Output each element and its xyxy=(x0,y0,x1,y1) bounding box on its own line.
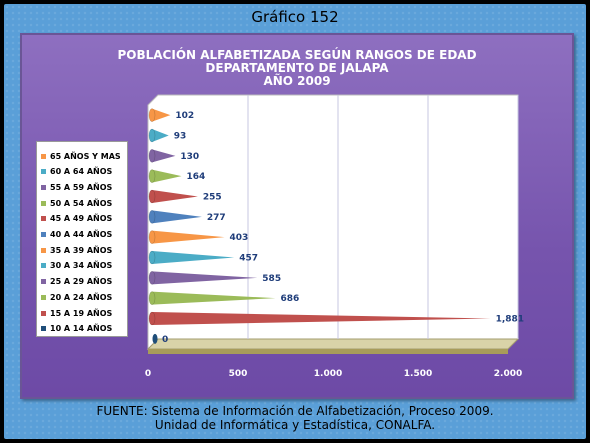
legend-swatch xyxy=(41,279,46,285)
cone-bar xyxy=(152,312,491,325)
legend-swatch xyxy=(41,153,46,159)
legend-item: 10 A 14 AÑOS xyxy=(41,323,112,335)
cone-bar xyxy=(152,169,182,183)
cone-base xyxy=(148,128,156,143)
cone-bar xyxy=(152,333,158,344)
chart-title-line-2: DEPARTAMENTO DE JALAPA xyxy=(205,61,389,75)
cone-bar xyxy=(152,129,169,142)
data-label: 255 xyxy=(203,193,222,203)
chart-title: POBLACIÓN ALFABETIZADA SEGÚN RANGOS DE E… xyxy=(22,49,572,88)
x-tick-label: 2.000 xyxy=(494,369,522,379)
cone-bar xyxy=(152,190,198,203)
legend-label: 15 A 19 AÑOS xyxy=(50,308,113,318)
cone-base xyxy=(148,311,156,326)
x-tick-label: 1.500 xyxy=(404,369,432,379)
legend-label: 40 A 44 AÑOS xyxy=(50,230,113,239)
legend-item: 45 A 49 AÑOS xyxy=(41,213,112,225)
x-tick-label: 500 xyxy=(229,369,248,379)
legend-label: 50 A 54 AÑOS xyxy=(50,198,113,208)
legend-item: 25 A 29 AÑOS xyxy=(41,276,112,288)
legend-swatch xyxy=(41,184,46,190)
plot-floor xyxy=(146,338,520,350)
x-tick-label: 0 xyxy=(145,369,151,379)
cone-bar xyxy=(152,149,176,163)
legend-label: 55 A 59 AÑOS xyxy=(50,182,113,192)
legend-swatch xyxy=(41,310,46,316)
legend-label: 25 A 29 AÑOS xyxy=(50,277,113,287)
chart-panel: POBLACIÓN ALFABETIZADA SEGÚN RANGOS DE E… xyxy=(20,33,574,399)
legend-swatch xyxy=(41,326,46,332)
cone-bar xyxy=(152,210,202,224)
legend-swatch xyxy=(41,263,46,269)
figure-caption: Gráfico 152 xyxy=(251,8,339,26)
cone-bar xyxy=(152,291,276,305)
legend-item: 55 A 59 AÑOS xyxy=(41,181,112,193)
legend-item: 60 A 64 AÑOS xyxy=(41,166,112,178)
cone-bar xyxy=(152,230,225,244)
data-label: 130 xyxy=(180,152,199,162)
chart-title-line-1: POBLACIÓN ALFABETIZADA SEGÚN RANGOS DE E… xyxy=(117,48,477,62)
data-label: 93 xyxy=(174,132,187,142)
source-line-2: Unidad de Informática y Estadística, CON… xyxy=(154,418,436,432)
legend-label: 35 A 39 AÑOS xyxy=(50,245,113,255)
legend-item: 40 A 44 AÑOS xyxy=(41,229,112,241)
chart-legend: 65 AÑOS Y MAS 60 A 64 AÑOS 55 A 59 AÑOS 50 … xyxy=(36,141,128,337)
cone-base xyxy=(148,271,156,285)
source-line-1: FUENTE: Sistema de Información de Alfabe… xyxy=(96,404,494,418)
cone-bar xyxy=(152,108,171,122)
data-label: 686 xyxy=(280,294,299,304)
legend-swatch xyxy=(41,294,46,300)
legend-item: 30 A 34 AÑOS xyxy=(41,260,112,272)
cone-base xyxy=(148,291,156,305)
cone-base xyxy=(148,230,156,244)
cone-base xyxy=(148,169,156,183)
data-label: 1,881 xyxy=(496,315,524,325)
data-label: 277 xyxy=(207,213,226,223)
legend-label: 60 A 64 AÑOS xyxy=(50,167,113,177)
x-tick-label: 1.000 xyxy=(314,369,342,379)
data-label: 457 xyxy=(239,254,258,264)
legend-swatch xyxy=(41,247,46,253)
source-note: FUENTE: Sistema de Información de Alfabe… xyxy=(0,404,590,432)
legend-label: 30 A 34 AÑOS xyxy=(50,261,113,271)
cone-base xyxy=(148,149,156,163)
plot-floor-edge xyxy=(148,349,508,354)
data-label: 585 xyxy=(262,274,281,284)
data-label: 0 xyxy=(162,335,168,345)
chart-title-line-3: AÑO 2009 xyxy=(263,74,331,88)
data-label: 102 xyxy=(175,111,194,121)
legend-swatch xyxy=(41,216,46,222)
cone-base xyxy=(148,210,156,224)
legend-item: 65 AÑOS Y MAS xyxy=(41,150,121,162)
data-label: 164 xyxy=(187,172,206,182)
legend-label: 20 A 24 AÑOS xyxy=(50,292,113,302)
cone-bar xyxy=(152,271,258,285)
legend-label: 10 A 14 AÑOS xyxy=(50,324,113,334)
legend-label: 65 AÑOS Y MAS xyxy=(50,151,121,161)
legend-item: 20 A 24 AÑOS xyxy=(41,291,112,303)
legend-item: 50 A 54 AÑOS xyxy=(41,197,112,209)
legend-swatch xyxy=(41,169,46,175)
cone-bar xyxy=(152,251,235,264)
legend-item: 35 A 39 AÑOS xyxy=(41,244,112,256)
legend-swatch xyxy=(41,200,46,206)
legend-label: 45 A 49 AÑOS xyxy=(50,214,113,224)
legend-swatch xyxy=(41,232,46,237)
legend-item: 15 A 19 AÑOS xyxy=(41,307,112,319)
plot-area: 0 500 1.000 1.500 2.000 0 1,881 686 585 457 403 277… xyxy=(145,94,524,379)
cone-base xyxy=(148,189,156,204)
cone-base xyxy=(148,108,156,122)
data-label: 403 xyxy=(230,233,249,243)
plot-wall xyxy=(147,94,519,351)
cone-base xyxy=(148,250,156,265)
